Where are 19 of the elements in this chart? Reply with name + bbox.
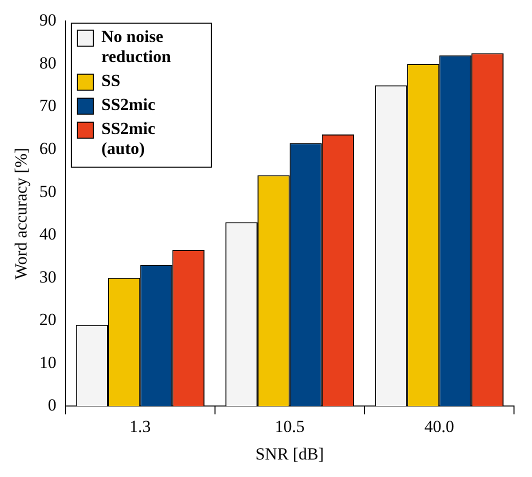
y-tick-label: 20 [39,310,56,330]
x-tick-label: 10.5 [274,416,305,436]
x-tick-label: 1.3 [130,416,151,436]
legend-label: SS2mic (auto) [101,119,156,158]
y-tick-label: 50 [39,182,56,201]
legend-label: SS [101,71,120,90]
y-tick-label: 0 [48,396,56,415]
legend-label: SS2mic [101,95,156,114]
y-tick-label: 90 [39,10,56,30]
y-tick-label: 40 [39,224,56,244]
x-tick-label: 40.0 [424,416,454,436]
x-axis-title: SNR [dB] [255,444,324,464]
y-tick-label: 10 [39,352,56,372]
legend-label: No noise reduction [101,27,172,66]
y-axis-title: Word accuracy [%] [12,148,31,280]
y-tick-label: 60 [39,139,56,158]
y-tick-label: 30 [39,267,56,286]
y-tick-label: 80 [39,53,56,72]
y-tick-label: 70 [39,96,56,116]
